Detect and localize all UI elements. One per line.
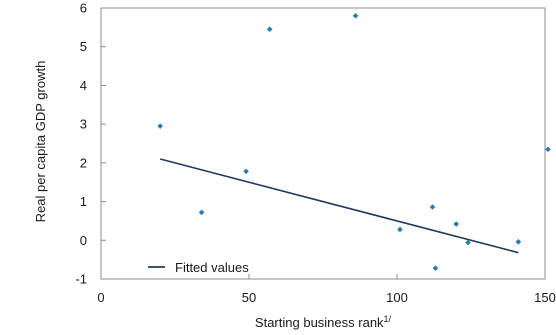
- data-point: [545, 146, 551, 153]
- y-tick-label: 1: [80, 194, 87, 209]
- x-axis-title-superscript: 1/: [384, 314, 392, 324]
- y-tick-label: -1: [75, 272, 87, 287]
- legend-label-fitted-values: Fitted values: [175, 260, 249, 275]
- y-tick-label: 5: [80, 39, 87, 54]
- plot-border: [100, 7, 546, 280]
- data-point: [429, 204, 436, 210]
- plot-frame: [100, 7, 546, 280]
- fitted-values-line: [159, 158, 519, 254]
- fitted-line-layer: [159, 158, 519, 254]
- y-tick-label: 3: [80, 117, 87, 132]
- x-tick-label: 0: [97, 290, 104, 305]
- x-tick-label: 150: [534, 290, 556, 305]
- data-point: [198, 209, 205, 216]
- y-axis-title: Real per capita GDP growth: [33, 61, 48, 223]
- data-point: [465, 239, 471, 246]
- data-point: [266, 26, 273, 33]
- y-tick-label: 6: [80, 1, 87, 16]
- data-point: [432, 265, 439, 271]
- data-point: [397, 226, 403, 233]
- data-point: [243, 168, 249, 175]
- data-point: [453, 221, 459, 227]
- x-axis-title-text: Starting business rank: [255, 315, 384, 330]
- data-point: [515, 239, 522, 245]
- x-axis-title: Starting business rank1/: [255, 314, 392, 330]
- x-tick-label: 100: [386, 290, 408, 305]
- data-point: [157, 123, 163, 129]
- y-tick-label: 2: [80, 155, 87, 170]
- y-tick-label: 4: [80, 78, 87, 93]
- y-axis-ticks: -1 0 1 2 3 4 5 6: [75, 1, 106, 287]
- y-tick-label: 0: [80, 233, 87, 248]
- data-point: [352, 12, 359, 19]
- legend: Fitted values: [148, 260, 249, 275]
- data-points-layer: [157, 12, 551, 271]
- x-tick-label: 50: [242, 290, 256, 305]
- x-axis-ticks: 0 50 100 150: [97, 274, 556, 305]
